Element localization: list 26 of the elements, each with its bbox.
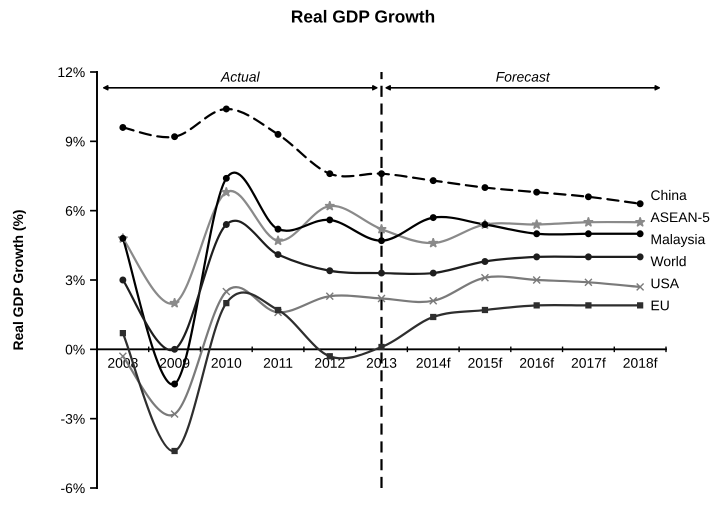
y-tick-label: -6% [61, 483, 85, 494]
x-tick-label: 2010 [212, 358, 242, 368]
y-tick-label: 0% [66, 344, 85, 355]
y-tick-label: 12% [58, 67, 85, 78]
x-tick-label: 2015f [468, 358, 502, 368]
series-label: China [651, 190, 687, 200]
y-tick-label: -3% [61, 414, 85, 424]
y-tick-label: 3% [66, 275, 85, 286]
x-tick-label: 2014f [416, 358, 451, 368]
annotation: Forecast [496, 72, 550, 82]
annotation: Actual [220, 72, 260, 82]
x-tick-label: 2013 [366, 358, 396, 368]
y-axis-title: Real GDP Growth (%) [12, 210, 26, 350]
y-tick-label: 6% [66, 206, 85, 216]
series-label: Malaysia [652, 234, 706, 247]
chart-title: Real GDP Growth [292, 10, 434, 23]
series-label: EU [652, 300, 669, 310]
y-tick-label: 9% [66, 136, 85, 147]
x-tick-label: 2018f [623, 358, 658, 368]
x-tick-label: 2017f [572, 358, 606, 368]
x-tick-label: 2012 [315, 358, 345, 368]
x-tick-label: 2011 [264, 358, 292, 368]
series-label: USA [652, 278, 680, 288]
series-label: World [650, 256, 686, 266]
series-label: ASEAN-5 [650, 212, 710, 222]
x-tick-label: 2016f [520, 358, 554, 368]
